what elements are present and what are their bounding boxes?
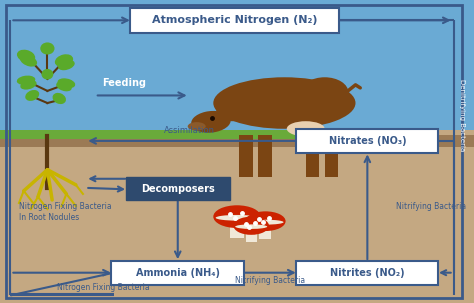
Ellipse shape: [57, 78, 75, 88]
Text: Atmospheric Nitrogen (N₂): Atmospheric Nitrogen (N₂): [152, 15, 318, 25]
Bar: [0, 0, 474, 130]
FancyBboxPatch shape: [126, 177, 230, 200]
Text: Assimilation: Assimilation: [164, 126, 215, 135]
Ellipse shape: [301, 77, 348, 108]
Ellipse shape: [58, 60, 75, 70]
Bar: [0, 130, 436, 139]
Bar: [0, 135, 474, 147]
Text: Nitrifying Bacteria: Nitrifying Bacteria: [396, 202, 466, 211]
Ellipse shape: [42, 69, 53, 79]
Bar: [0, 130, 474, 303]
FancyBboxPatch shape: [296, 261, 438, 285]
Bar: [306, 135, 319, 177]
Bar: [239, 135, 253, 177]
Ellipse shape: [233, 217, 269, 235]
Text: Denitrifying Bacteria: Denitrifying Bacteria: [459, 79, 465, 151]
Ellipse shape: [56, 82, 72, 91]
Text: Nitrifying Bacteria: Nitrifying Bacteria: [235, 276, 305, 285]
Ellipse shape: [25, 90, 39, 101]
Bar: [246, 226, 256, 242]
Ellipse shape: [188, 122, 206, 131]
Ellipse shape: [55, 54, 73, 67]
Ellipse shape: [191, 111, 231, 133]
Text: Ammonia (NH₄): Ammonia (NH₄): [136, 268, 220, 278]
Text: Decomposers: Decomposers: [141, 184, 215, 194]
Text: Nitrogen Fixing Bacteria: Nitrogen Fixing Bacteria: [57, 283, 149, 292]
Ellipse shape: [213, 205, 261, 228]
Ellipse shape: [20, 80, 36, 90]
Polygon shape: [220, 103, 246, 121]
Ellipse shape: [216, 215, 258, 221]
Bar: [259, 221, 272, 239]
Ellipse shape: [287, 121, 325, 136]
FancyBboxPatch shape: [130, 8, 339, 33]
Text: Nitrates (NO₃): Nitrates (NO₃): [328, 136, 406, 146]
FancyBboxPatch shape: [111, 261, 244, 285]
Ellipse shape: [40, 42, 55, 55]
Ellipse shape: [53, 93, 66, 104]
Text: Nitrites (NO₂): Nitrites (NO₂): [330, 268, 405, 278]
Ellipse shape: [17, 75, 36, 85]
Ellipse shape: [20, 55, 37, 67]
Text: Feeding: Feeding: [102, 78, 146, 88]
Ellipse shape: [246, 211, 285, 231]
Ellipse shape: [247, 220, 283, 225]
Ellipse shape: [235, 224, 267, 229]
Bar: [230, 217, 244, 238]
FancyBboxPatch shape: [296, 129, 438, 153]
Ellipse shape: [216, 108, 228, 115]
Ellipse shape: [17, 50, 35, 62]
Ellipse shape: [213, 77, 356, 129]
Bar: [258, 135, 272, 177]
Text: Nitrogen Fixing Bacteria
In Root Nodules: Nitrogen Fixing Bacteria In Root Nodules: [19, 202, 111, 222]
Bar: [325, 135, 338, 177]
